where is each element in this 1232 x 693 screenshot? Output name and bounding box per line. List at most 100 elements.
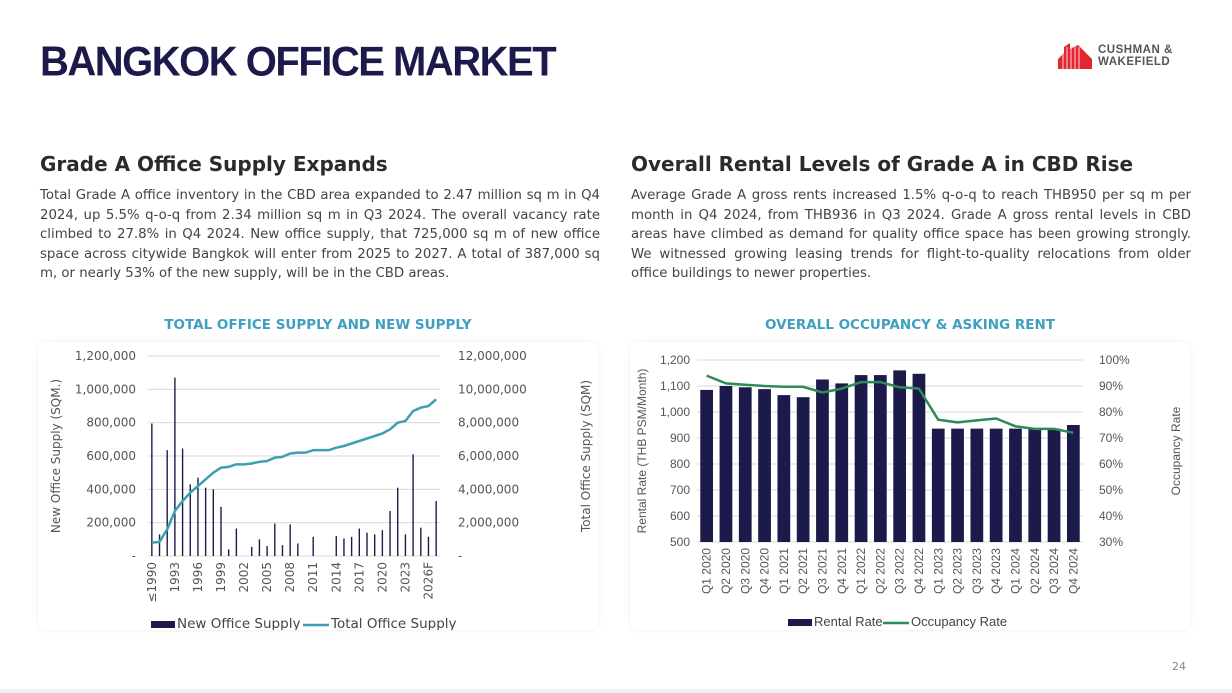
right-body-text: Average Grade A gross rents increased 1.… bbox=[631, 188, 1191, 282]
left-axis-tick: 500 bbox=[670, 535, 690, 549]
right-axis-tick: 8,000,000 bbox=[458, 416, 519, 430]
bar-Q1 2022 bbox=[854, 375, 868, 542]
left-axis-tick: 600,000 bbox=[86, 449, 136, 463]
x-axis-tick: Q1 2021 bbox=[777, 548, 791, 594]
line-occupancy-rate bbox=[706, 374, 1074, 435]
bar-2018 bbox=[366, 532, 368, 556]
bar-2019 bbox=[373, 534, 376, 556]
bar-1993 bbox=[174, 377, 176, 556]
bar-1999 bbox=[220, 506, 222, 556]
right-axis-tick: 4,000,000 bbox=[458, 482, 519, 496]
left-axis-label: Rental Rate (THB PSM/Month) bbox=[635, 369, 649, 534]
x-axis-tick: Q2 2020 bbox=[719, 548, 733, 594]
bar-2011 bbox=[312, 536, 314, 556]
legend-label-total-office-supply: Total Office Supply bbox=[330, 616, 457, 630]
bar-1992 bbox=[166, 450, 168, 556]
bar-Q3 2022 bbox=[893, 370, 907, 542]
right-axis-tick: 90% bbox=[1099, 379, 1123, 393]
x-axis-tick: 2020 bbox=[375, 562, 389, 593]
bar-2023 bbox=[404, 534, 407, 556]
x-axis-tick: Q1 2023 bbox=[931, 548, 945, 594]
legend-label-rental-rate: Rental Rate bbox=[814, 614, 883, 629]
legend-label-new-office-supply: New Office Supply bbox=[177, 616, 300, 630]
supply-chart: - - 200,000 2,000,000 400,000 4,000,000 600,00… bbox=[38, 342, 598, 630]
x-axis-tick: 2023 bbox=[398, 562, 412, 593]
x-axis-tick: 2017 bbox=[352, 562, 366, 593]
x-axis-tick: 2002 bbox=[237, 562, 251, 593]
bar-2024 bbox=[412, 454, 414, 556]
bar-2017 bbox=[358, 528, 361, 556]
bar-Q4 2023 bbox=[989, 428, 1003, 542]
building-logo-icon bbox=[1058, 43, 1092, 69]
x-axis-tick: Q1 2022 bbox=[854, 548, 868, 594]
x-axis-tick: Q4 2023 bbox=[989, 548, 1003, 594]
x-axis-tick: Q3 2021 bbox=[815, 548, 829, 594]
bar-2027F bbox=[435, 501, 437, 556]
right-axis-tick: 80% bbox=[1099, 405, 1123, 419]
bar-2014 bbox=[335, 536, 337, 556]
left-axis-tick: 1,100 bbox=[660, 379, 690, 393]
x-axis-tick: Q2 2023 bbox=[951, 548, 965, 594]
bar-2005 bbox=[266, 546, 268, 556]
legend-bar-swatch bbox=[788, 619, 812, 626]
bar-Q2 2022 bbox=[873, 375, 887, 542]
logo-text-line2: WAKEFIELD bbox=[1098, 56, 1171, 68]
right-axis-tick: 2,000,000 bbox=[458, 516, 519, 530]
bar-Q3 2023 bbox=[970, 428, 984, 542]
bar-2007 bbox=[281, 545, 284, 556]
bar-Q4 2021 bbox=[835, 383, 849, 542]
legend-label-occupancy-rate: Occupancy Rate bbox=[911, 614, 1007, 629]
right-axis-tick: 60% bbox=[1099, 457, 1123, 471]
right-heading: Overall Rental Levels of Grade A in CBD … bbox=[631, 152, 1134, 176]
bar-1991 bbox=[158, 534, 161, 556]
right-axis-tick: 70% bbox=[1099, 431, 1123, 445]
right-axis-tick: 50% bbox=[1099, 483, 1123, 497]
bar-Q3 2024 bbox=[1047, 428, 1061, 542]
bar-1996 bbox=[197, 477, 199, 556]
left-axis-tick: 600 bbox=[670, 509, 690, 523]
x-axis-tick: 2026F bbox=[421, 562, 435, 600]
left-axis-tick: 700 bbox=[670, 483, 690, 497]
bar-Q3 2020 bbox=[738, 387, 752, 542]
x-axis-tick: Q4 2021 bbox=[835, 548, 849, 594]
bar-2015 bbox=[343, 538, 345, 556]
x-axis-tick: Q3 2023 bbox=[970, 548, 984, 594]
right-axis-tick: 6,000,000 bbox=[458, 449, 519, 463]
left-axis-tick: 900 bbox=[670, 431, 690, 445]
right-axis-label: Occupancy Rate bbox=[1169, 406, 1183, 495]
x-axis-tick: Q4 2024 bbox=[1066, 548, 1080, 594]
x-axis-tick: Q4 2022 bbox=[912, 548, 926, 594]
right-axis-tick: 40% bbox=[1099, 509, 1123, 523]
x-axis-tick: 1996 bbox=[191, 562, 205, 593]
bar-Q4 2022 bbox=[912, 373, 926, 542]
bar-Q3 2021 bbox=[816, 379, 829, 542]
bar-Q2 2020 bbox=[719, 386, 733, 542]
left-axis-tick: 1,200 bbox=[660, 353, 690, 367]
x-axis-tick: 1993 bbox=[168, 562, 182, 593]
legend-bar-swatch bbox=[151, 621, 175, 628]
footer-divider bbox=[0, 689, 1232, 693]
left-axis-label: New Office Supply (SQM.) bbox=[49, 379, 63, 533]
x-axis-tick: 2005 bbox=[260, 562, 274, 593]
right-axis-tick: 100% bbox=[1099, 353, 1130, 367]
bar-Q2 2021 bbox=[796, 397, 810, 542]
x-axis-tick: Q3 2020 bbox=[738, 548, 752, 594]
bar-2003 bbox=[251, 546, 253, 556]
bar-1997 bbox=[204, 487, 207, 556]
left-axis-tick: 800 bbox=[670, 457, 690, 471]
occupancy-rent-chart: 500 30% 600 40% 700 50% 800 60% 900 70% 1,000 80% 1,… bbox=[630, 342, 1190, 630]
bar-2001 bbox=[235, 528, 238, 556]
left-axis-tick: 1,000 bbox=[660, 405, 690, 419]
left-axis-tick: 1,200,000 bbox=[75, 349, 136, 363]
left-axis-tick: 200,000 bbox=[86, 516, 136, 530]
bar-2020 bbox=[381, 530, 384, 556]
supply-chart-svg: - - 200,000 2,000,000 400,000 4,000,000 600,00… bbox=[49, 349, 593, 630]
left-axis-tick: 400,000 bbox=[86, 482, 136, 496]
x-axis-tick: ≤1990 bbox=[145, 562, 159, 603]
bar-Q4 2024 bbox=[1066, 425, 1080, 542]
x-axis-tick: Q2 2021 bbox=[796, 548, 810, 594]
bar-2006 bbox=[274, 523, 276, 556]
left-body-text: Total Grade A office inventory in the CB… bbox=[40, 188, 600, 282]
left-axis-tick: - bbox=[132, 549, 136, 563]
x-axis-tick: Q1 2024 bbox=[1008, 548, 1022, 594]
